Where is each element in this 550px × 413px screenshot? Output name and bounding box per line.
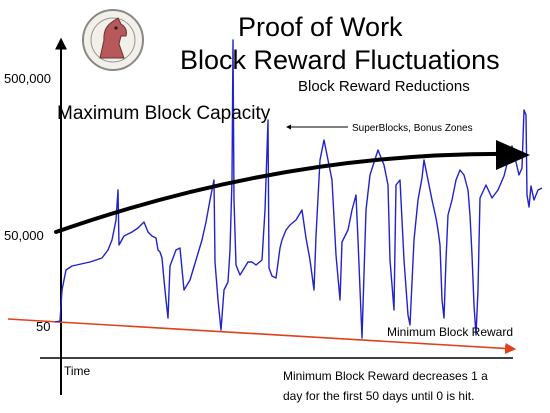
y-tick-500000: 500,000 <box>4 71 51 86</box>
min-reward-label: Minimum Block Reward <box>387 325 513 339</box>
block-reward-curve <box>54 39 543 339</box>
max-capacity-label: Maximum Block Capacity <box>57 103 271 124</box>
title-line-2: Block Reward Fluctuations <box>180 45 500 75</box>
superblocks-label: SuperBlocks, Bonus Zones <box>352 123 473 134</box>
reductions-label: Block Reward Reductions <box>298 78 470 95</box>
minimum-reward-line <box>7 318 517 355</box>
y-tick-50000: 50,000 <box>4 228 44 243</box>
title-line-1: Proof of Work <box>238 12 403 42</box>
horse-seal-logo <box>82 9 144 71</box>
note-line-1: Minimum Block Reward decreases 1 a <box>283 369 488 383</box>
note-line-2: day for the first 50 days until 0 is hit… <box>283 389 474 403</box>
maximum-capacity-arrowhead <box>496 140 530 170</box>
time-label: Time <box>64 364 91 378</box>
maximum-capacity-arrow <box>54 151 524 234</box>
y-tick-50: 50 <box>36 319 50 334</box>
